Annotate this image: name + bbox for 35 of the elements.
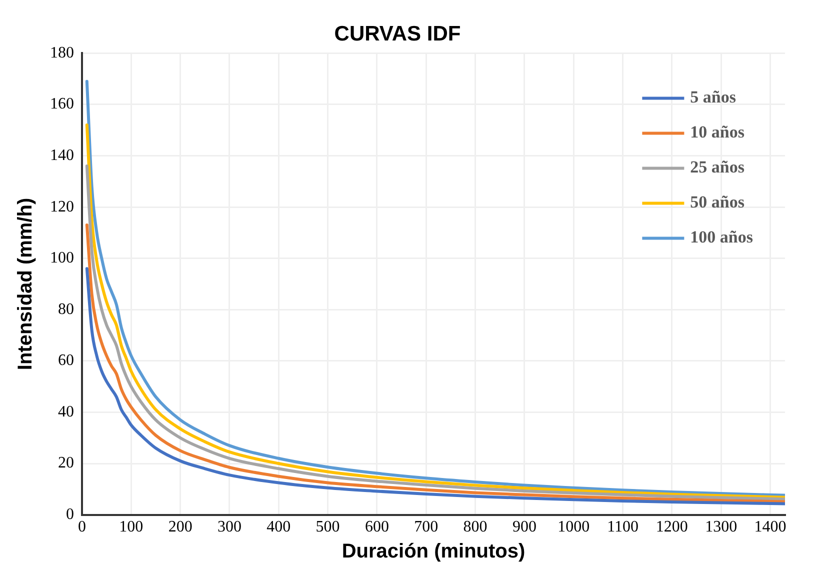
x-tick-label: 1200	[656, 518, 688, 536]
legend-label: 25 años	[690, 158, 745, 177]
legend-label: 5 años	[690, 88, 736, 107]
y-tick-label: 100	[50, 250, 74, 267]
x-tick-label: 1000	[558, 518, 590, 536]
x-tick-label: 0	[78, 518, 86, 536]
y-tick-label: 120	[50, 198, 74, 216]
x-tick-label: 600	[364, 518, 389, 536]
y-tick-label: 180	[50, 44, 74, 62]
x-tick-label: 1300	[705, 518, 738, 536]
x-tick-label: 300	[217, 518, 242, 536]
y-tick-label: 40	[58, 403, 74, 420]
y-tick-label: 20	[58, 454, 74, 472]
x-tick-label: 1400	[754, 518, 786, 536]
chart-title: CURVAS IDF	[334, 22, 461, 46]
line-series	[85, 224, 785, 504]
x-tick-label: 800	[463, 518, 488, 536]
y-tick-label: 80	[58, 300, 74, 318]
legend-label: 100 años	[690, 228, 754, 247]
y-axis-title: Intensidad (mm/h)	[14, 198, 37, 370]
x-tick-label: 1100	[607, 518, 638, 536]
x-tick-label: 100	[119, 518, 144, 536]
x-axis-title: Duración (minutos)	[342, 540, 526, 563]
x-tick-label: 500	[316, 518, 340, 536]
legend-label: 10 años	[690, 122, 745, 142]
x-tick-label: 400	[266, 518, 291, 536]
line-series	[85, 267, 785, 506]
y-tick-label: 0	[66, 506, 74, 524]
legend-label: 50 años	[690, 192, 745, 212]
y-tick-label: 140	[50, 146, 74, 164]
y-tick-label: 160	[50, 96, 74, 113]
x-tick-label: 700	[414, 518, 438, 536]
x-tick-label: 900	[512, 518, 536, 536]
y-tick-label: 60	[58, 352, 74, 370]
x-tick-label: 200	[168, 518, 192, 536]
